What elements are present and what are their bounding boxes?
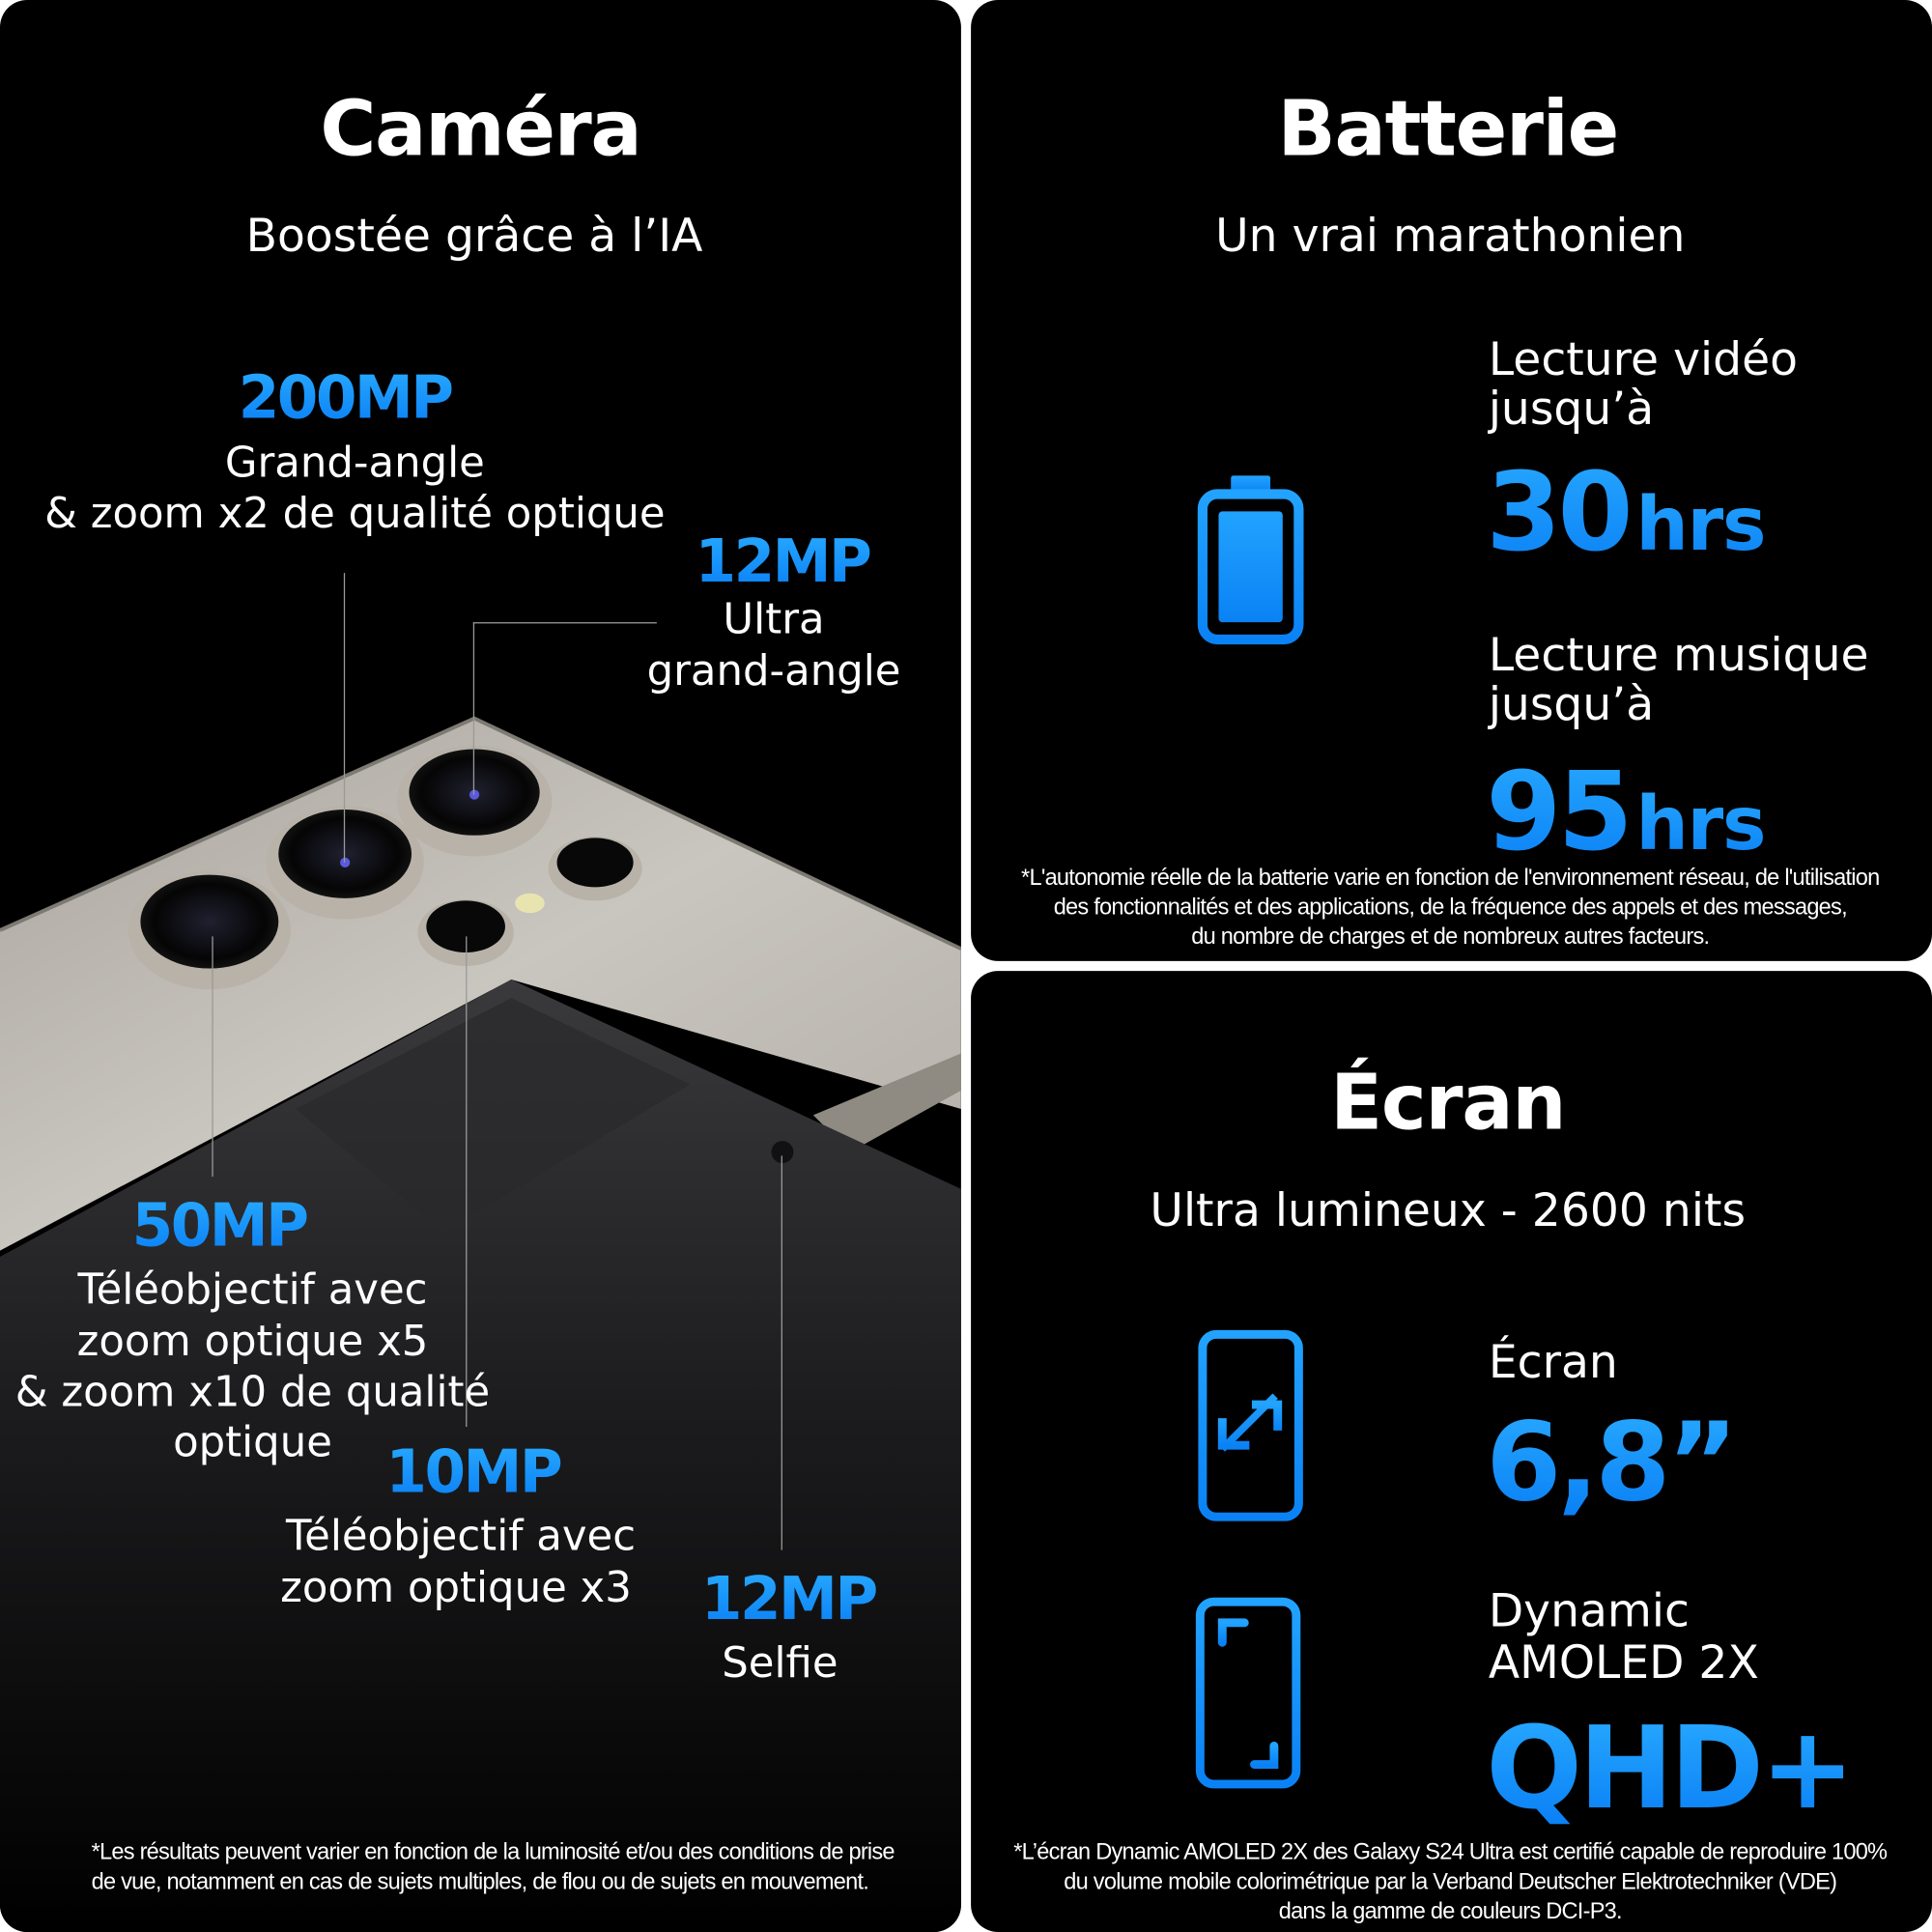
- music-value: 95 hrs: [1486, 757, 1766, 867]
- video-unit: hrs: [1635, 481, 1766, 569]
- display-line2: AMOLED 2X: [1488, 1635, 1759, 1690]
- wide-mp: 200MP: [238, 363, 454, 433]
- screen-footnote-line3: dans la gamme de couleurs DCI-P3.: [1278, 1897, 1623, 1924]
- tele5-line4: optique: [173, 1418, 332, 1468]
- lens-periscope: [548, 837, 642, 901]
- screen-footnote-line2: du volume mobile colorimétrique par la V…: [1064, 1867, 1837, 1894]
- phone-body: [0, 718, 961, 1251]
- tele5-line1: Téléobjectif avec: [77, 1264, 428, 1315]
- battery-full-icon: [1197, 475, 1304, 645]
- battery-footnote: *L'autonomie réelle de la batterie varie…: [1021, 863, 1880, 952]
- battery-footnote-line2: des fonctionnalités et des applications,…: [1053, 893, 1848, 920]
- leader-line-10mp: [466, 936, 468, 1428]
- leader-line-selfie: [781, 1155, 782, 1550]
- selfie-mp: 12MP: [700, 1564, 878, 1634]
- music-hours: 95: [1486, 748, 1633, 875]
- size-label: Écran: [1488, 1335, 1618, 1389]
- tele5-mp: 50MP: [131, 1191, 309, 1261]
- phone-diagonal-arrow-icon: [1198, 1329, 1303, 1521]
- camera-footnote: *Les résultats peuvent varier en fonctio…: [92, 1837, 895, 1896]
- tele3-line2: zoom optique x3: [280, 1563, 632, 1613]
- size-value: 6,8”: [1486, 1398, 1738, 1526]
- lens-12mp-ultrawide: [396, 745, 553, 857]
- screen-footnote-line1: *L’écran Dynamic AMOLED 2X des Galaxy S2…: [1013, 1838, 1888, 1864]
- phone-screen: [0, 980, 961, 1932]
- tele3-line1: Téléobjectif avec: [286, 1512, 637, 1562]
- tele3-mp: 10MP: [385, 1437, 562, 1507]
- screen-title: Écran: [1330, 1057, 1566, 1148]
- camera-panel: Caméra Boostée grâce à l’IA 200MP Grand-…: [0, 0, 961, 1932]
- leader-line-50mp: [212, 936, 213, 1178]
- music-unit: hrs: [1635, 781, 1766, 867]
- display-value: QHD+: [1486, 1702, 1855, 1835]
- lens-10mp: [417, 899, 514, 966]
- video-line1: Lecture vidéo: [1488, 332, 1798, 386]
- camera-footnote-line2: de vue, notamment en cas de sujets multi…: [91, 1867, 869, 1894]
- video-line2: jusqu’à: [1488, 382, 1655, 436]
- screen-subtitle: Ultra lumineux - 2600 nits: [1150, 1183, 1747, 1237]
- stylus: [812, 1053, 961, 1152]
- battery-title: Batterie: [1277, 83, 1620, 174]
- leader-line-12mp-h: [472, 622, 657, 624]
- battery-panel: Batterie Un vrai marathonien Lecture vid…: [971, 0, 1932, 961]
- music-line2: jusqu’à: [1488, 677, 1655, 731]
- ultrawide-line2: grand-angle: [646, 646, 901, 696]
- video-value: 30 hrs: [1486, 458, 1766, 569]
- tele5-line2: zoom optique x5: [76, 1317, 429, 1367]
- camera-subtitle: Boostée grâce à l’IA: [245, 209, 703, 263]
- ultrawide-mp: 12MP: [695, 526, 872, 597]
- battery-subtitle: Un vrai marathonien: [1215, 209, 1686, 263]
- lens-200mp: [266, 806, 424, 920]
- selfie-line1: Selfie: [722, 1638, 838, 1689]
- leader-line-200mp: [343, 573, 346, 863]
- wide-line2: & zoom x2 de qualité optique: [44, 489, 666, 539]
- phone-image: [0, 716, 961, 1932]
- camera-footnote-line1: *Les résultats peuvent varier en fonctio…: [91, 1838, 895, 1864]
- ultrawide-line1: Ultra: [723, 595, 825, 645]
- phone-corners-icon: [1195, 1597, 1301, 1789]
- tele5-line3: & zoom x10 de qualité: [14, 1367, 491, 1417]
- screen-panel: Écran Ultra lumineux - 2600 nits Écran 6…: [971, 971, 1932, 1932]
- music-line1: Lecture musique: [1488, 628, 1869, 682]
- lens-50mp: [128, 870, 292, 990]
- camera-title: Caméra: [320, 83, 641, 174]
- wide-line1: Grand-angle: [224, 439, 485, 489]
- leader-line-12mp: [472, 622, 475, 795]
- battery-footnote-line3: du nombre de charges et de nombreux autr…: [1191, 923, 1710, 950]
- screen-footnote: *L’écran Dynamic AMOLED 2X des Galaxy S2…: [1013, 1837, 1888, 1926]
- display-line1: Dynamic: [1488, 1584, 1690, 1638]
- flash: [515, 893, 545, 914]
- battery-footnote-line1: *L'autonomie réelle de la batterie varie…: [1021, 864, 1880, 890]
- video-hours: 30: [1486, 448, 1633, 576]
